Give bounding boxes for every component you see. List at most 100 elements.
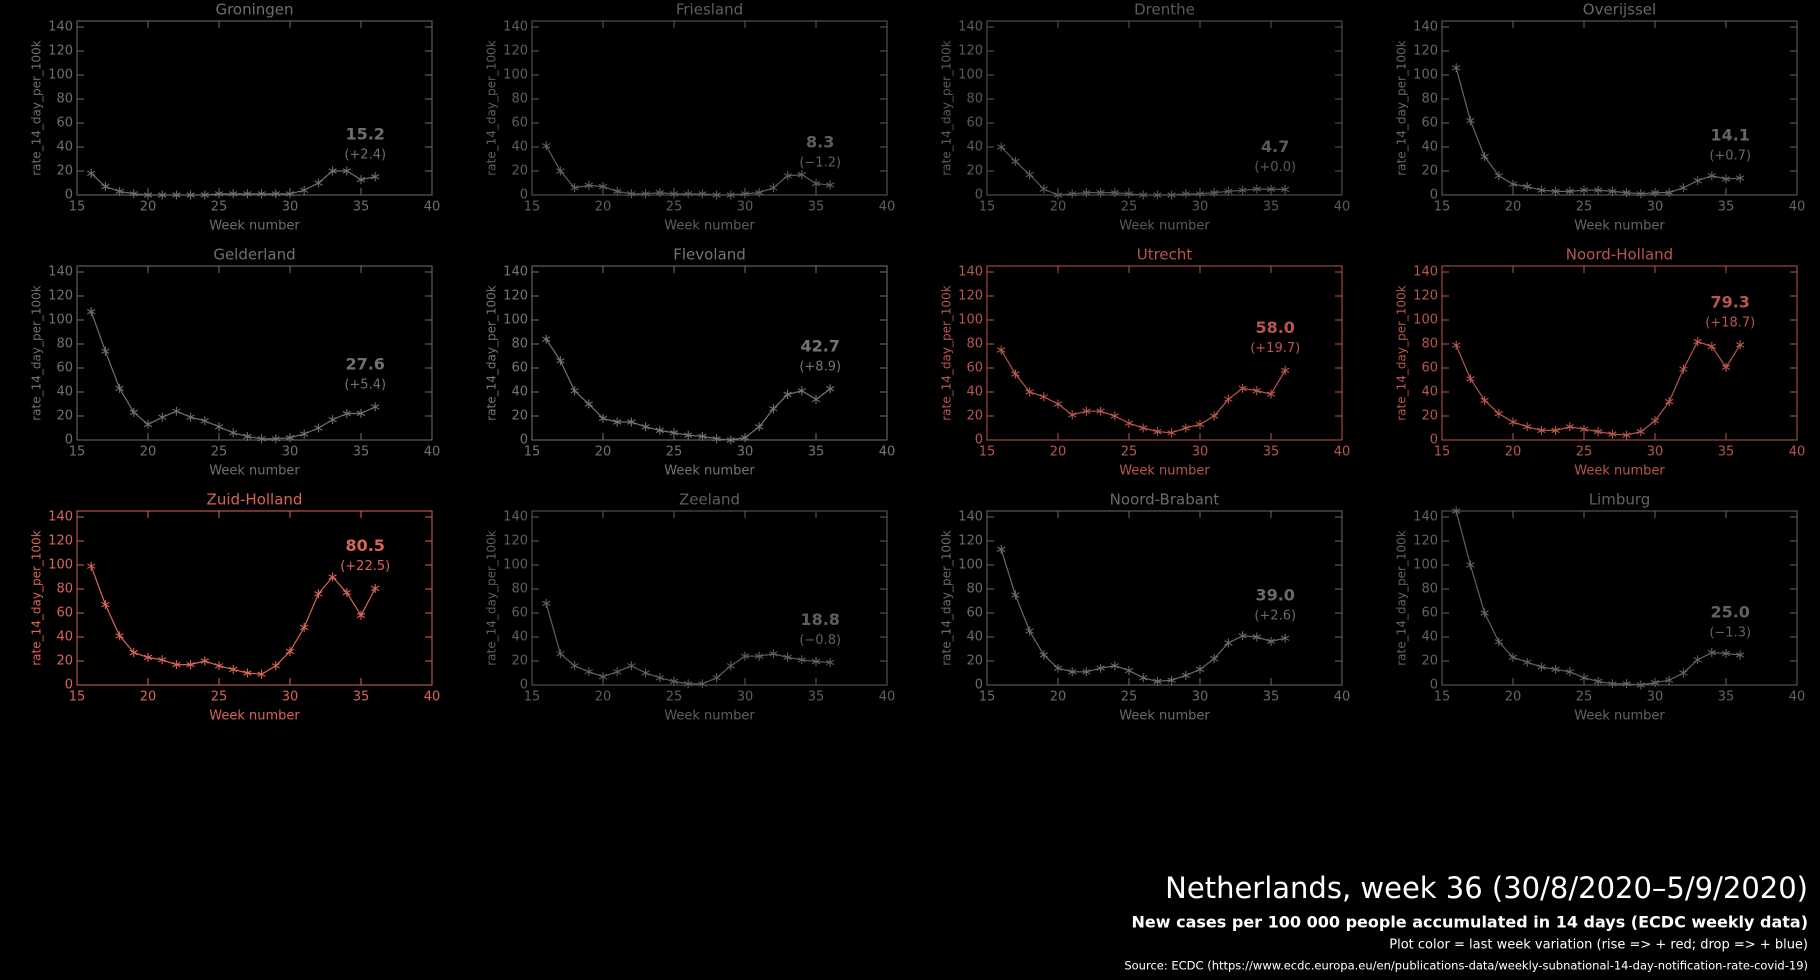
x-tick-label: 25	[1576, 445, 1593, 460]
data-point	[556, 166, 565, 176]
data-point	[1082, 667, 1091, 677]
data-point	[684, 430, 693, 440]
x-tick-label: 35	[808, 200, 825, 215]
data-point	[129, 407, 138, 417]
x-tick-label: 30	[282, 445, 299, 460]
data-point	[285, 433, 295, 443]
data-point	[641, 422, 650, 432]
y-tick-label: 140	[503, 265, 528, 280]
y-axis-label: rate_14_day_per_100k	[485, 40, 499, 176]
value-label: 80.5	[345, 536, 384, 555]
x-tick-label: 15	[979, 690, 996, 705]
y-tick-label: 0	[975, 678, 983, 693]
data-point	[826, 657, 835, 667]
value-label: 27.6	[345, 354, 384, 373]
y-tick-label: 40	[56, 140, 73, 155]
x-tick-label: 30	[1647, 200, 1664, 215]
data-point	[1508, 652, 1518, 662]
data-point	[740, 189, 750, 199]
data-point	[1281, 365, 1290, 375]
data-point	[570, 661, 579, 671]
panel-title: Zuid-Holland	[207, 491, 303, 509]
data-point	[172, 660, 181, 670]
plot-frame	[1441, 510, 1798, 686]
y-tick-label: 60	[56, 606, 73, 621]
x-tick-label: 35	[1718, 690, 1735, 705]
data-point	[87, 307, 96, 317]
data-point	[755, 188, 764, 198]
plot-frame	[1441, 265, 1798, 441]
panel: Overijssel 15 20 25 30 35 40 0 20 40 60 80 100 120 140…	[1395, 1, 1806, 234]
y-tick-label: 80	[56, 92, 73, 107]
y-tick-label: 140	[958, 510, 983, 525]
x-tick-label: 20	[1505, 690, 1522, 705]
y-tick-label: 20	[56, 654, 73, 669]
y-tick-label: 60	[966, 606, 983, 621]
x-tick-label: 20	[1050, 690, 1067, 705]
x-tick-label: 25	[211, 200, 228, 215]
y-tick-label: 40	[966, 630, 983, 645]
plot-frame	[76, 20, 433, 196]
x-tick-label: 35	[1718, 445, 1735, 460]
data-point	[257, 434, 266, 444]
data-point	[1537, 662, 1546, 672]
y-tick-label: 80	[966, 92, 983, 107]
y-axis-label: rate_14_day_per_100k	[485, 530, 499, 666]
panel-title: Friesland	[676, 1, 743, 19]
change-label: (+18.7)	[1705, 315, 1755, 330]
x-tick-label: 15	[69, 445, 86, 460]
value-label: 18.8	[800, 610, 839, 629]
data-point	[684, 679, 693, 689]
x-tick-label: 25	[1576, 200, 1593, 215]
data-point	[1224, 638, 1233, 648]
data-point	[1693, 337, 1702, 347]
data-point	[797, 170, 806, 180]
y-tick-label: 40	[1421, 385, 1438, 400]
data-point	[655, 425, 664, 435]
value-label: 4.7	[1261, 137, 1289, 156]
data-point	[1025, 170, 1034, 180]
y-tick-label: 120	[1413, 289, 1438, 304]
data-point	[1181, 189, 1190, 199]
footer-source: Source: ECDC (https://www.ecdc.europa.eu…	[1124, 959, 1808, 973]
x-tick-label: 30	[1192, 690, 1209, 705]
y-tick-label: 40	[56, 630, 73, 645]
data-point	[1608, 679, 1617, 689]
x-tick-label: 20	[595, 445, 612, 460]
data-point	[1650, 188, 1660, 198]
data-point	[1139, 190, 1148, 200]
x-tick-label: 20	[140, 690, 157, 705]
data-point	[1523, 422, 1532, 432]
y-tick-label: 20	[1421, 164, 1438, 179]
x-tick-label: 30	[1647, 690, 1664, 705]
x-tick-label: 35	[353, 690, 370, 705]
x-tick-label: 35	[1263, 200, 1280, 215]
y-tick-label: 20	[1421, 409, 1438, 424]
data-point	[1153, 676, 1162, 686]
data-point	[1266, 389, 1276, 399]
data-point	[101, 346, 110, 356]
y-axis-label: rate_14_day_per_100k	[1395, 530, 1409, 666]
value-label: 42.7	[800, 336, 839, 355]
data-point	[314, 589, 323, 599]
footer-note: Plot color = last week variation (rise =…	[1389, 938, 1808, 953]
x-axis-label: Week number	[1574, 464, 1665, 479]
data-point	[1622, 188, 1631, 198]
data-point	[712, 673, 721, 683]
data-point	[1082, 406, 1091, 416]
data-point	[101, 600, 110, 610]
data-point	[1110, 188, 1119, 198]
data-point	[1181, 423, 1190, 433]
y-axis-label: rate_14_day_per_100k	[940, 285, 954, 421]
panel-title: Drenthe	[1134, 1, 1195, 19]
x-tick-label: 15	[524, 200, 541, 215]
data-point	[356, 175, 366, 185]
data-point	[214, 189, 224, 199]
data-point	[1707, 341, 1716, 351]
data-point	[1025, 387, 1034, 397]
data-point	[1224, 186, 1233, 196]
data-point	[1565, 422, 1574, 432]
y-tick-label: 100	[1413, 68, 1438, 83]
data-point	[542, 598, 551, 608]
